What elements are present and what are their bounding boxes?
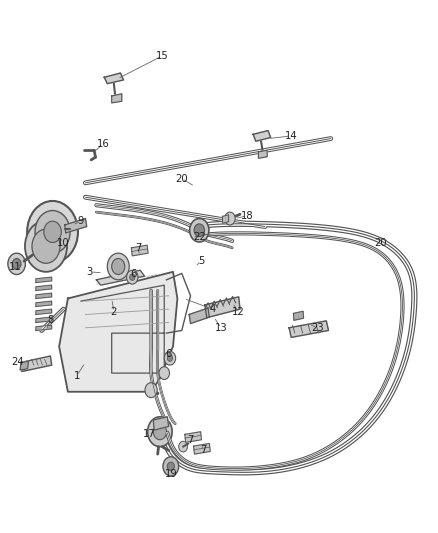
Text: 20: 20 bbox=[176, 174, 188, 183]
Circle shape bbox=[27, 201, 78, 263]
Circle shape bbox=[35, 211, 70, 253]
Text: 6: 6 bbox=[166, 350, 172, 359]
Polygon shape bbox=[96, 270, 145, 285]
Circle shape bbox=[32, 229, 60, 263]
Polygon shape bbox=[21, 356, 52, 372]
Text: 4: 4 bbox=[209, 304, 215, 314]
Text: 22: 22 bbox=[193, 232, 206, 242]
Text: 5: 5 bbox=[198, 256, 205, 266]
Text: 9: 9 bbox=[78, 216, 84, 226]
Circle shape bbox=[194, 224, 205, 237]
Text: 1: 1 bbox=[74, 371, 80, 381]
Circle shape bbox=[159, 367, 170, 379]
Polygon shape bbox=[104, 73, 124, 84]
Text: 11: 11 bbox=[9, 262, 22, 271]
Polygon shape bbox=[112, 94, 122, 103]
Text: 16: 16 bbox=[96, 139, 110, 149]
Circle shape bbox=[167, 462, 174, 471]
Circle shape bbox=[167, 355, 173, 361]
Polygon shape bbox=[223, 215, 229, 223]
Circle shape bbox=[179, 441, 187, 452]
Text: 23: 23 bbox=[311, 323, 324, 333]
Polygon shape bbox=[258, 150, 267, 158]
Polygon shape bbox=[36, 309, 52, 314]
Text: 13: 13 bbox=[215, 323, 227, 333]
Polygon shape bbox=[36, 325, 52, 330]
Text: 7: 7 bbox=[135, 243, 141, 253]
Text: 15: 15 bbox=[155, 51, 169, 61]
Circle shape bbox=[164, 351, 176, 365]
Polygon shape bbox=[153, 417, 169, 430]
Polygon shape bbox=[59, 272, 177, 392]
Polygon shape bbox=[289, 321, 328, 337]
Text: 3: 3 bbox=[87, 267, 93, 277]
Text: 14: 14 bbox=[285, 131, 297, 141]
Polygon shape bbox=[36, 301, 52, 306]
Circle shape bbox=[190, 219, 209, 242]
Polygon shape bbox=[189, 308, 209, 324]
Polygon shape bbox=[131, 245, 148, 256]
Polygon shape bbox=[205, 297, 240, 318]
Text: 6: 6 bbox=[131, 270, 137, 279]
Polygon shape bbox=[293, 311, 304, 320]
Circle shape bbox=[163, 457, 179, 476]
Text: 7: 7 bbox=[187, 435, 194, 445]
Polygon shape bbox=[20, 361, 28, 370]
Circle shape bbox=[25, 221, 67, 272]
Polygon shape bbox=[65, 219, 87, 233]
Polygon shape bbox=[185, 432, 201, 442]
Polygon shape bbox=[36, 277, 52, 282]
Circle shape bbox=[130, 274, 135, 280]
Text: 7: 7 bbox=[201, 446, 207, 455]
Circle shape bbox=[225, 212, 235, 225]
Polygon shape bbox=[36, 293, 52, 298]
Text: 17: 17 bbox=[142, 430, 155, 439]
Circle shape bbox=[145, 383, 157, 398]
Polygon shape bbox=[36, 285, 52, 290]
Text: 19: 19 bbox=[164, 470, 177, 479]
Text: 10: 10 bbox=[57, 238, 70, 247]
Circle shape bbox=[112, 259, 125, 274]
Polygon shape bbox=[36, 317, 52, 322]
Text: 24: 24 bbox=[11, 358, 24, 367]
Text: 8: 8 bbox=[47, 315, 53, 325]
Text: 12: 12 bbox=[232, 307, 245, 317]
Circle shape bbox=[148, 417, 172, 447]
Polygon shape bbox=[253, 131, 271, 141]
Text: 2: 2 bbox=[111, 307, 117, 317]
Circle shape bbox=[107, 253, 129, 280]
Circle shape bbox=[127, 270, 138, 284]
Polygon shape bbox=[194, 443, 210, 454]
Circle shape bbox=[8, 253, 25, 274]
Circle shape bbox=[153, 424, 166, 440]
Circle shape bbox=[44, 221, 61, 243]
Circle shape bbox=[12, 259, 21, 269]
Text: 18: 18 bbox=[241, 211, 254, 221]
Text: 20: 20 bbox=[375, 238, 387, 247]
